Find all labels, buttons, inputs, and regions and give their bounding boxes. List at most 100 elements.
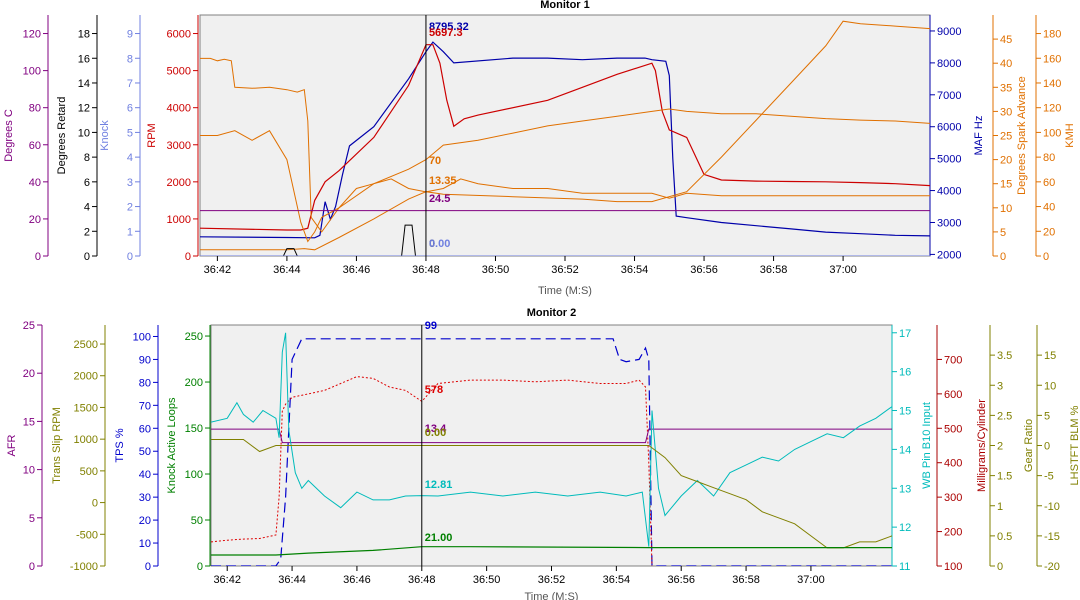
series-line-kmh bbox=[200, 20, 930, 251]
y-tick-label: 15 bbox=[1044, 350, 1056, 362]
cursor-value-rpm: 5697.3 bbox=[429, 27, 463, 39]
y-tick-label: 18 bbox=[78, 29, 90, 41]
x-tick-label: 36:44 bbox=[278, 574, 306, 586]
y-tick-label: 12 bbox=[899, 522, 911, 534]
y-tick-label: 40 bbox=[1043, 202, 1055, 214]
y-tick-label: 4 bbox=[127, 152, 133, 164]
x-tick-label: 36:54 bbox=[603, 574, 631, 586]
y-tick-label: 6000 bbox=[937, 122, 961, 134]
y-tick-label: 6 bbox=[84, 177, 90, 189]
y-tick-label: 600 bbox=[944, 389, 962, 401]
y-tick-label: 0 bbox=[29, 561, 35, 573]
y-tick-label: 6 bbox=[127, 103, 133, 115]
x-tick-label: 36:56 bbox=[667, 574, 695, 586]
y-tick-label: 35 bbox=[1000, 82, 1012, 94]
y-tick-label: 80 bbox=[1043, 152, 1055, 164]
y-tick-label: 3 bbox=[127, 177, 133, 189]
y-tick-label: 3.5 bbox=[997, 350, 1012, 362]
y-tick-label: 100 bbox=[23, 66, 41, 78]
y-tick-label: 4 bbox=[84, 202, 90, 214]
series-line-mgc bbox=[211, 376, 653, 566]
y-tick-label: 0 bbox=[1044, 441, 1050, 453]
y-tick-label: 40 bbox=[29, 177, 41, 189]
y-axis-label-rpm: RPM bbox=[146, 123, 158, 147]
y-tick-label: 10 bbox=[23, 465, 35, 477]
y-tick-label: 5 bbox=[1000, 227, 1006, 239]
y-axis-label-maf: MAF Hz bbox=[973, 116, 985, 156]
y-tick-label: -500 bbox=[76, 529, 98, 541]
cursor-value-spark: 70 bbox=[429, 155, 441, 167]
x-tick-label: 36:58 bbox=[760, 264, 788, 276]
x-tick-label: 36:48 bbox=[408, 574, 436, 586]
chart-title: Monitor 2 bbox=[527, 307, 577, 319]
cursor-value-degc: 24.5 bbox=[429, 193, 450, 205]
x-tick-label: 36:52 bbox=[538, 574, 566, 586]
y-tick-label: 40 bbox=[1000, 58, 1012, 70]
series-line-spark bbox=[200, 130, 930, 243]
cursor-value-wb: 12.81 bbox=[425, 479, 453, 491]
y-tick-label: 4000 bbox=[937, 186, 961, 198]
cursor-value-afr: 13.4 bbox=[425, 423, 447, 435]
y-tick-label: 0.5 bbox=[997, 531, 1012, 543]
y-tick-label: 15 bbox=[23, 416, 35, 428]
y-tick-label: 60 bbox=[29, 140, 41, 152]
y-tick-label: 300 bbox=[944, 492, 962, 504]
y-axis-label-mgc: Milligrams/Cylinder bbox=[976, 399, 988, 492]
y-tick-label: 1000 bbox=[167, 214, 191, 226]
y-tick-label: 4000 bbox=[167, 103, 191, 115]
x-tick-label: 37:00 bbox=[829, 264, 857, 276]
y-tick-label: 30 bbox=[139, 492, 151, 504]
series-line-afr bbox=[211, 428, 892, 444]
y-tick-label: 10 bbox=[139, 538, 151, 550]
y-tick-label: 2.5 bbox=[997, 410, 1012, 422]
y-tick-label: 15 bbox=[899, 406, 911, 418]
y-tick-label: 0 bbox=[92, 498, 98, 510]
y-tick-label: 13 bbox=[899, 483, 911, 495]
series-group bbox=[200, 20, 930, 256]
y-tick-label: 0 bbox=[1000, 251, 1006, 263]
x-tick-label: 36:44 bbox=[273, 264, 301, 276]
series-line-maf bbox=[200, 41, 930, 239]
y-tick-label: 500 bbox=[80, 466, 98, 478]
y-tick-label: -1000 bbox=[70, 561, 98, 573]
x-tick-label: 36:48 bbox=[412, 264, 440, 276]
y-axis-label-lhstft: LHSTFT BLM % bbox=[1069, 405, 1080, 485]
y-tick-label: 2 bbox=[997, 441, 1003, 453]
y-tick-label: 5 bbox=[127, 127, 133, 139]
y-tick-label: 10 bbox=[1000, 203, 1012, 215]
y-tick-label: 60 bbox=[139, 423, 151, 435]
y-axis-label-degc: Degrees C bbox=[3, 109, 15, 162]
y-tick-label: 80 bbox=[29, 103, 41, 115]
y-tick-label: 3000 bbox=[167, 140, 191, 152]
x-tick-label: 36:46 bbox=[343, 574, 371, 586]
y-tick-label: 2500 bbox=[74, 339, 98, 351]
y-tick-label: 0 bbox=[1043, 251, 1049, 263]
y-tick-label: 90 bbox=[139, 354, 151, 366]
cursor-value-mgc: 578 bbox=[425, 384, 443, 396]
y-axis-label-wb: WB Pin B10 Input bbox=[921, 402, 933, 489]
cursor-value-kal: 21.00 bbox=[425, 532, 453, 544]
y-tick-label: 1 bbox=[997, 501, 1003, 513]
series-line-tps bbox=[211, 338, 892, 566]
y-tick-label: 2000 bbox=[937, 249, 961, 261]
series-line-kal bbox=[211, 546, 892, 556]
y-tick-label: 8000 bbox=[937, 58, 961, 70]
series-line-rpm bbox=[200, 44, 930, 231]
y-tick-label: 9000 bbox=[937, 26, 961, 38]
series-group bbox=[211, 332, 892, 566]
y-tick-label: 0 bbox=[997, 561, 1003, 573]
cursor-value-retard: 0 bbox=[429, 238, 435, 250]
y-tick-label: 50 bbox=[139, 446, 151, 458]
cursor-value-knock: 0.00 bbox=[429, 238, 450, 250]
y-tick-label: 30 bbox=[1000, 106, 1012, 118]
x-tick-label: 37:00 bbox=[797, 574, 825, 586]
x-tick-label: 36:56 bbox=[690, 264, 718, 276]
y-tick-label: 1.5 bbox=[997, 471, 1012, 483]
y-tick-label: 250 bbox=[185, 331, 203, 343]
y-tick-label: 2000 bbox=[74, 371, 98, 383]
y-tick-label: 20 bbox=[139, 515, 151, 527]
y-tick-label: 0 bbox=[127, 251, 133, 263]
x-tick-label: 36:54 bbox=[621, 264, 649, 276]
y-tick-label: 120 bbox=[1043, 103, 1061, 115]
y-tick-label: 6000 bbox=[167, 29, 191, 41]
